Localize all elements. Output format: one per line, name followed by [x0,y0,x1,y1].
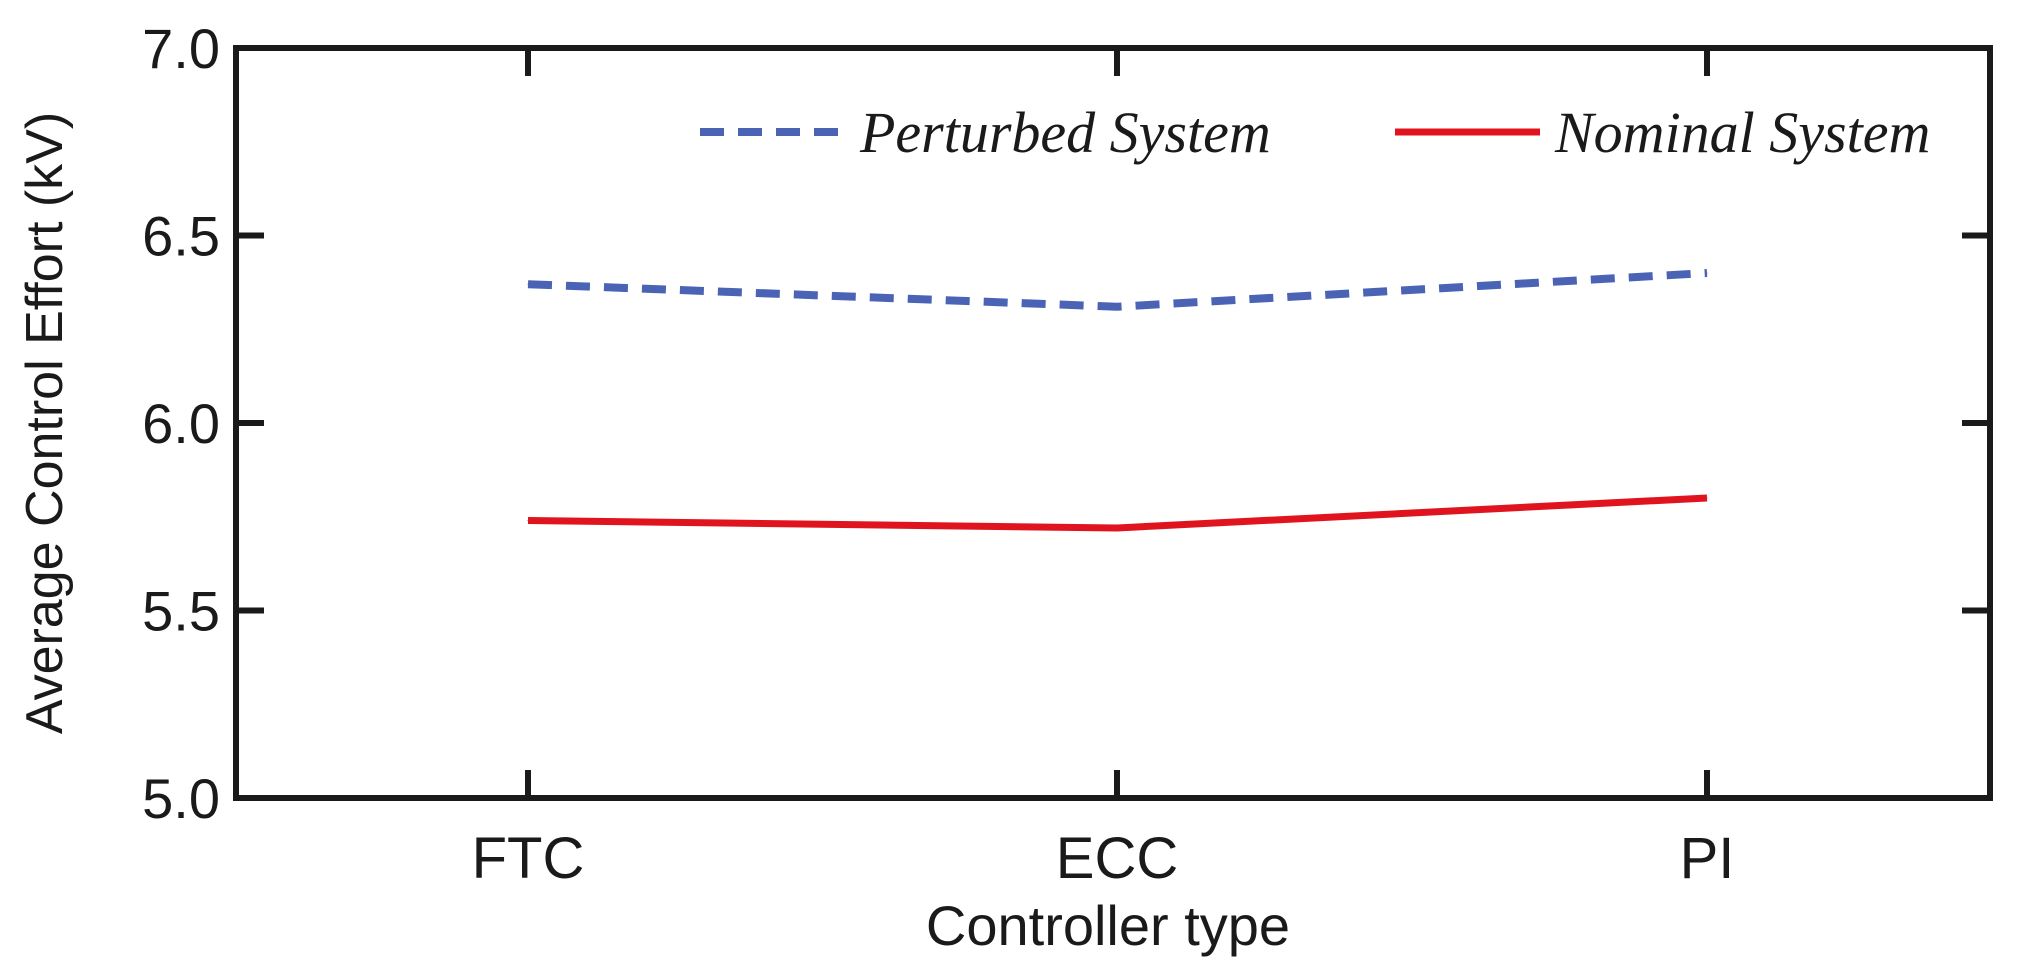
y-tick-label: 7.0 [142,17,220,80]
y-tick-label: 5.5 [142,580,220,643]
x-tick-label: FTC [472,826,585,891]
y-tick-label: 5.0 [142,767,220,830]
x-tick-label: ECC [1056,826,1178,891]
data-point [1116,306,1118,308]
data-point [527,520,529,521]
series-line-perturbed [527,269,1708,311]
x-tick-label: PI [1680,826,1735,891]
plot-frame [233,45,1993,801]
legend-item-nominal: Nominal System [1395,100,1930,165]
legend: Perturbed System Nominal System [700,100,1930,165]
series-layer [527,269,1708,532]
y-tick-label: 6.5 [142,205,220,268]
legend-label-perturbed: Perturbed System [859,100,1271,165]
legend-item-perturbed: Perturbed System [700,100,1271,165]
y-axis-label: Average Control Effort (kV) [16,112,74,734]
data-point [1116,527,1118,529]
x-axis-label: Controller type [926,894,1290,957]
series-line-nominal [527,494,1708,532]
data-point [527,283,529,285]
x-axis-ticks: FTC ECC PI [472,48,1735,891]
data-point [1706,497,1708,499]
y-axis-ticks: 5.0 5.5 6.0 6.5 7.0 [142,17,1990,830]
data-point [1706,272,1708,274]
y-tick-label: 6.0 [142,392,220,455]
legend-label-nominal: Nominal System [1554,100,1930,165]
